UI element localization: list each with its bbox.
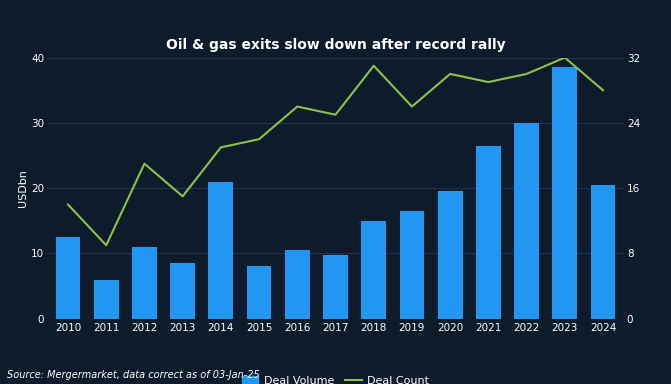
Bar xyxy=(590,185,615,319)
Bar xyxy=(552,67,577,319)
Title: Oil & gas exits slow down after record rally: Oil & gas exits slow down after record r… xyxy=(166,38,505,52)
Bar xyxy=(514,123,539,319)
Text: Source: Mergermarket, data correct as of 03-Jan-25: Source: Mergermarket, data correct as of… xyxy=(7,370,260,380)
Bar xyxy=(361,221,386,319)
Bar xyxy=(170,263,195,319)
Legend: Deal Volume, Deal Count: Deal Volume, Deal Count xyxy=(237,371,434,384)
Bar xyxy=(285,250,310,319)
Y-axis label: USDbn: USDbn xyxy=(18,169,28,207)
Bar xyxy=(94,280,119,319)
Bar xyxy=(247,266,272,319)
Bar xyxy=(56,237,81,319)
Bar xyxy=(132,247,157,319)
Bar xyxy=(209,182,234,319)
Bar xyxy=(399,211,424,319)
Bar xyxy=(323,255,348,319)
Bar xyxy=(476,146,501,319)
Bar xyxy=(437,191,462,319)
